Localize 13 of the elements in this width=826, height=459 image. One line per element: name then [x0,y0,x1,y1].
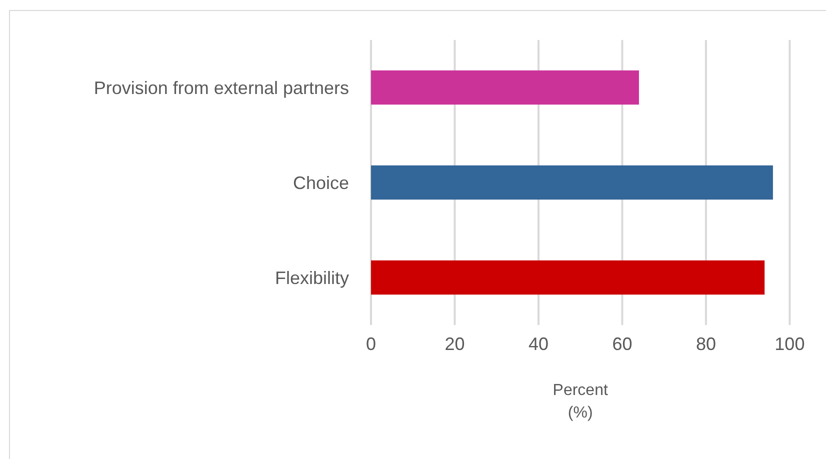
x-axis-title: Percent (%) [552,382,608,422]
x-tick-label: 60 [612,334,632,354]
bar [371,165,773,200]
x-tick-label: 0 [366,334,376,354]
x-tick-label: 100 [774,334,805,354]
y-tick-label: Choice [292,172,349,193]
bar [371,260,765,295]
x-tick-label: 40 [528,334,548,354]
bar [371,70,639,105]
y-tick-label: Flexibility [274,268,349,288]
y-tick-label: Provision from external partners [94,78,349,98]
x-tick-label: 20 [444,334,465,354]
x-tick-label: 80 [696,334,716,354]
